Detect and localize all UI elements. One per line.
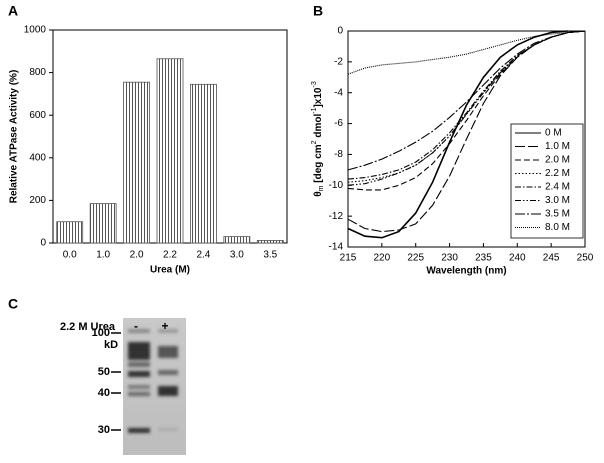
gel-panel <box>123 318 186 455</box>
y-axis-label-part: -3 <box>311 81 318 87</box>
x-tick-label: 0.0 <box>63 250 77 261</box>
y-axis-label-part: -1 <box>311 107 318 113</box>
legend-label: 3.0 M <box>545 195 570 206</box>
y-tick-label: -14 <box>329 242 344 253</box>
panel-label: C <box>8 296 18 312</box>
y-tick-label: 0 <box>40 238 46 249</box>
x-tick-label: 250 <box>577 253 594 264</box>
x-axis-label: Wavelength (nm) <box>426 266 506 277</box>
bar <box>56 221 84 244</box>
gel-condition: 2.2 M Urea <box>60 321 116 333</box>
y-tick-label: 400 <box>29 152 46 163</box>
bar <box>256 240 284 244</box>
y-tick-label: 600 <box>29 110 46 121</box>
lane-label: - <box>134 319 138 333</box>
marker-label: 40 <box>98 387 110 399</box>
plot-frame <box>347 30 586 248</box>
x-tick-label: 2.2 <box>163 250 177 261</box>
legend-label: 2.2 M <box>545 168 570 179</box>
panel-label: A <box>8 3 18 19</box>
y-tick-label: -12 <box>329 211 344 222</box>
y-tick-label: 200 <box>29 195 46 206</box>
marker-label: 100 <box>92 327 110 339</box>
bar <box>223 236 251 244</box>
x-tick-label: 1.0 <box>96 250 110 261</box>
legend-label: 2.4 M <box>545 182 570 193</box>
legend-box <box>510 123 584 239</box>
x-tick-label: 245 <box>543 253 560 264</box>
x-tick-label: 235 <box>475 253 492 264</box>
y-axis-label: Relative ATPase Activity (%) <box>9 70 20 204</box>
marker-label: 30 <box>98 424 110 436</box>
series-line <box>347 30 586 75</box>
gel-unit: kD <box>104 339 118 351</box>
x-tick-label: 225 <box>407 253 424 264</box>
y-tick-label: 800 <box>29 67 46 78</box>
y-tick-label: -10 <box>329 180 344 191</box>
x-tick-label: 230 <box>441 253 458 264</box>
y-tick-label: -2 <box>334 56 343 67</box>
x-tick-label: 3.0 <box>230 250 244 261</box>
y-tick-label: -6 <box>334 118 343 129</box>
lane-label: + <box>161 319 168 333</box>
y-tick-label: -4 <box>334 87 343 98</box>
panel-label: B <box>313 3 323 19</box>
y-axis-label-part: θ <box>313 191 324 196</box>
legend-label: 2.0 M <box>545 155 570 166</box>
bar <box>190 83 217 244</box>
y-axis-label-part: dmol <box>313 114 324 141</box>
bar <box>123 81 150 244</box>
legend-label: 3.5 M <box>545 209 570 220</box>
x-tick-label: 2.4 <box>196 250 210 261</box>
x-tick-label: 240 <box>509 253 526 264</box>
gel-bands <box>128 329 178 433</box>
legend-label: 1.0 M <box>545 141 570 152</box>
y-axis-label-part: 2 <box>311 140 318 144</box>
x-tick-label: 220 <box>374 253 391 264</box>
series-line <box>347 30 586 186</box>
y-axis-label-part: [deg cm <box>313 144 324 185</box>
y-axis-label: θm [deg cm2 dmol-1]x10-3 <box>311 81 325 197</box>
y-tick-label: 1000 <box>24 25 47 36</box>
x-tick-label: 3.5 <box>263 250 277 261</box>
x-tick-label: 215 <box>340 253 357 264</box>
legend-label: 0 M <box>545 128 562 139</box>
legend-label: 8.0 M <box>545 222 570 233</box>
x-tick-label: 2.0 <box>130 250 144 261</box>
y-tick-label: -8 <box>334 149 343 160</box>
series-line <box>347 30 586 171</box>
y-axis-label-part: m <box>318 185 325 191</box>
bar <box>156 58 184 244</box>
marker-label: 50 <box>98 366 110 378</box>
bar <box>89 203 117 244</box>
y-axis-label-part: ]x10 <box>313 87 324 107</box>
y-tick-label: 0 <box>337 26 343 37</box>
x-axis-label: Urea (M) <box>150 265 190 276</box>
